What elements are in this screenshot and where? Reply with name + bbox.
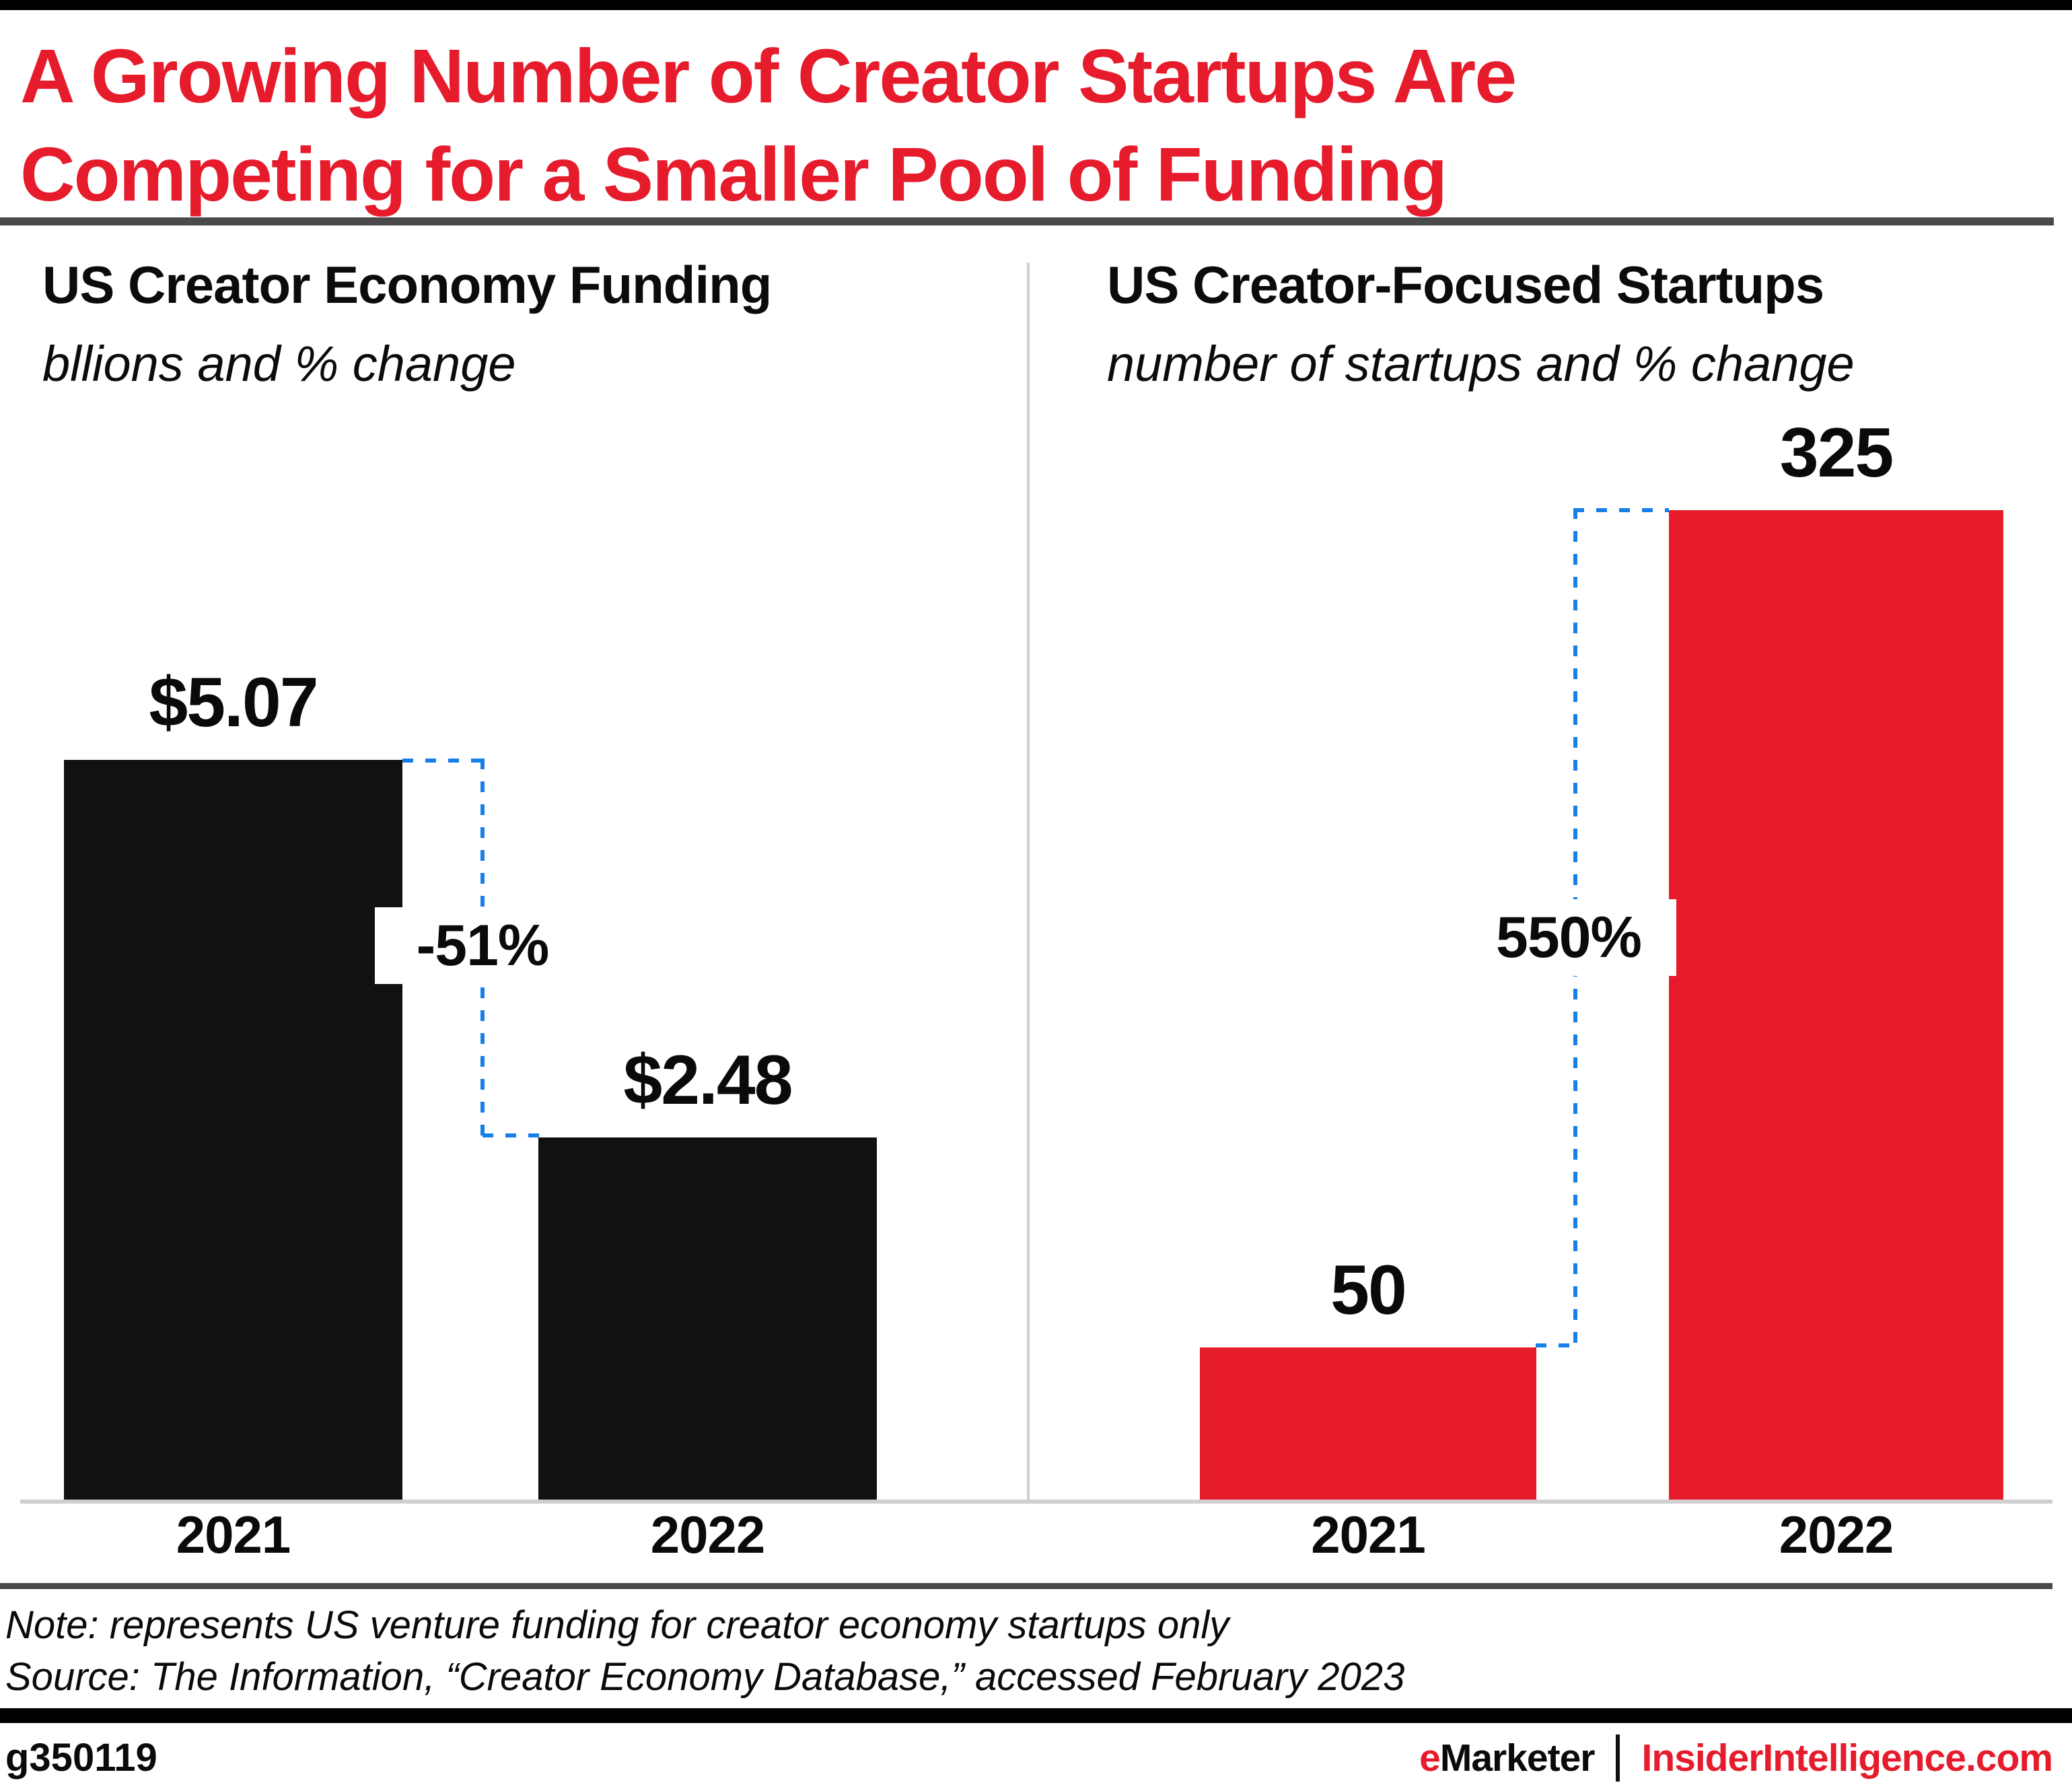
page-title: A Growing Number of Creator Startups Are…: [20, 27, 2052, 223]
value-label-funding-2022: $2.48: [623, 1041, 793, 1119]
page-title-line-2: Competing for a Smaller Pool of Funding: [20, 132, 1448, 217]
emarketer-logo-rest: Marketer: [1439, 1736, 1596, 1780]
chart-subtitle-funding: bllions and % change: [42, 336, 516, 392]
x-axis-line: [20, 1500, 2052, 1504]
bar-funding-2022: [538, 1137, 877, 1500]
x-label-funding-2022: 2022: [650, 1505, 766, 1564]
page-title-line-1: A Growing Number of Creator Startups Are: [20, 34, 1517, 118]
brand-separator-bar: [1616, 1734, 1620, 1782]
note-block: Note: represents US venture funding for …: [5, 1599, 1404, 1703]
chart-title-startups: US Creator-Focused Startups: [1107, 255, 1824, 314]
note-divider-rule: [0, 1583, 2052, 1589]
connector-dash-funding-top: [402, 759, 483, 763]
note-text: Note: represents US venture funding for …: [5, 1603, 1229, 1647]
bar-funding-2021: [64, 760, 402, 1500]
insider-intelligence-link[interactable]: InsiderIntelligence.com: [1641, 1736, 2053, 1780]
connector-dash-startups-top: [1573, 508, 1669, 512]
pct-change-label-funding: -51%: [375, 907, 590, 984]
emarketer-logo: eMarketer: [1419, 1736, 1596, 1780]
value-label-startups-2021: 50: [1330, 1251, 1407, 1329]
value-label-funding-2021: $5.07: [149, 664, 318, 742]
footer-black-bar: [0, 1708, 2072, 1723]
chart-title-funding: US Creator Economy Funding: [42, 255, 772, 314]
value-label-startups-2022: 325: [1779, 414, 1894, 492]
emarketer-logo-e: e: [1419, 1736, 1441, 1780]
title-divider-rule: [0, 217, 2054, 225]
pct-change-label-startups: 550%: [1461, 899, 1676, 976]
chart-subtitle-startups: number of startups and % change: [1107, 336, 1855, 392]
bar-startups-2022: [1669, 510, 2003, 1500]
bar-startups-2021: [1200, 1347, 1536, 1500]
top-accent-bar: [0, 0, 2072, 10]
panel-divider-line: [1027, 262, 1030, 1500]
x-label-funding-2021: 2021: [176, 1505, 291, 1564]
source-text: Source: The Information, “Creator Econom…: [5, 1655, 1405, 1699]
brand-block: eMarketer InsiderIntelligence.com: [1419, 1730, 2053, 1786]
x-label-startups-2022: 2022: [1779, 1505, 1894, 1564]
x-label-startups-2021: 2021: [1311, 1505, 1426, 1564]
connector-dash-funding-bottom: [483, 1133, 540, 1137]
chart-id: g350119: [5, 1736, 157, 1780]
connector-dash-startups-bottom: [1536, 1343, 1576, 1347]
